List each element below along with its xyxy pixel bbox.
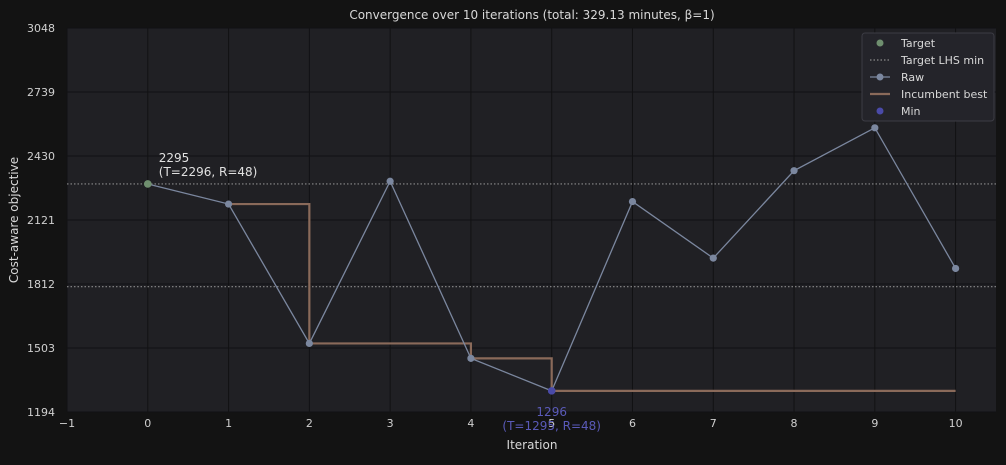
raw-point <box>629 198 636 205</box>
legend-incumbent-best-label: Incumbent best <box>901 88 988 101</box>
target-annotation-line: 2295 <box>159 151 190 165</box>
y-axis-label: Cost-aware objective <box>7 157 21 283</box>
target-annotation-line: (T=2296, R=48) <box>159 165 258 179</box>
x-tick-label: 9 <box>871 417 878 430</box>
min-annotation-line: 1296 <box>536 405 567 419</box>
x-tick-label: 4 <box>467 417 474 430</box>
raw-point <box>871 124 878 131</box>
raw-point <box>225 200 232 207</box>
legend-min-swatch <box>877 108 884 115</box>
x-axis-label: Iteration <box>507 438 558 452</box>
y-tick-label: 1812 <box>27 278 55 291</box>
y-tick-label: 2739 <box>27 86 55 99</box>
legend-target-swatch <box>877 40 884 47</box>
x-tick-label: 6 <box>629 417 636 430</box>
min-point <box>548 387 556 395</box>
legend-target-label: Target <box>900 37 936 50</box>
x-tick-label: 1 <box>225 417 232 430</box>
y-tick-label: 2430 <box>27 150 55 163</box>
x-tick-label: 8 <box>791 417 798 430</box>
legend: Target Target LHS min Raw Incumbent best Min <box>862 33 994 121</box>
raw-point <box>952 265 959 272</box>
legend-min-label: Min <box>901 105 921 118</box>
x-tick-label: 2 <box>306 417 313 430</box>
y-tick-label: 1503 <box>27 342 55 355</box>
legend-target-lhs-min-label: Target LHS min <box>900 54 984 67</box>
x-tick-label: 10 <box>949 417 963 430</box>
raw-point <box>387 178 394 185</box>
legend-raw-swatch-dot <box>877 74 884 81</box>
x-tick-label: −1 <box>59 417 75 430</box>
chart-title: Convergence over 10 iterations (total: 3… <box>349 8 714 22</box>
target-point <box>144 180 152 188</box>
x-tick-label: 0 <box>144 417 151 430</box>
raw-point <box>306 340 313 347</box>
raw-point <box>790 167 797 174</box>
legend-raw-label: Raw <box>901 71 924 84</box>
y-tick-label: 3048 <box>27 22 55 35</box>
raw-point <box>710 255 717 262</box>
raw-point <box>467 355 474 362</box>
y-tick-label: 2121 <box>27 214 55 227</box>
min-annotation-line: (T=1295, R=48) <box>502 419 601 433</box>
x-tick-label: 3 <box>387 417 394 430</box>
y-tick-label: 1194 <box>27 406 55 419</box>
x-tick-label: 7 <box>710 417 717 430</box>
